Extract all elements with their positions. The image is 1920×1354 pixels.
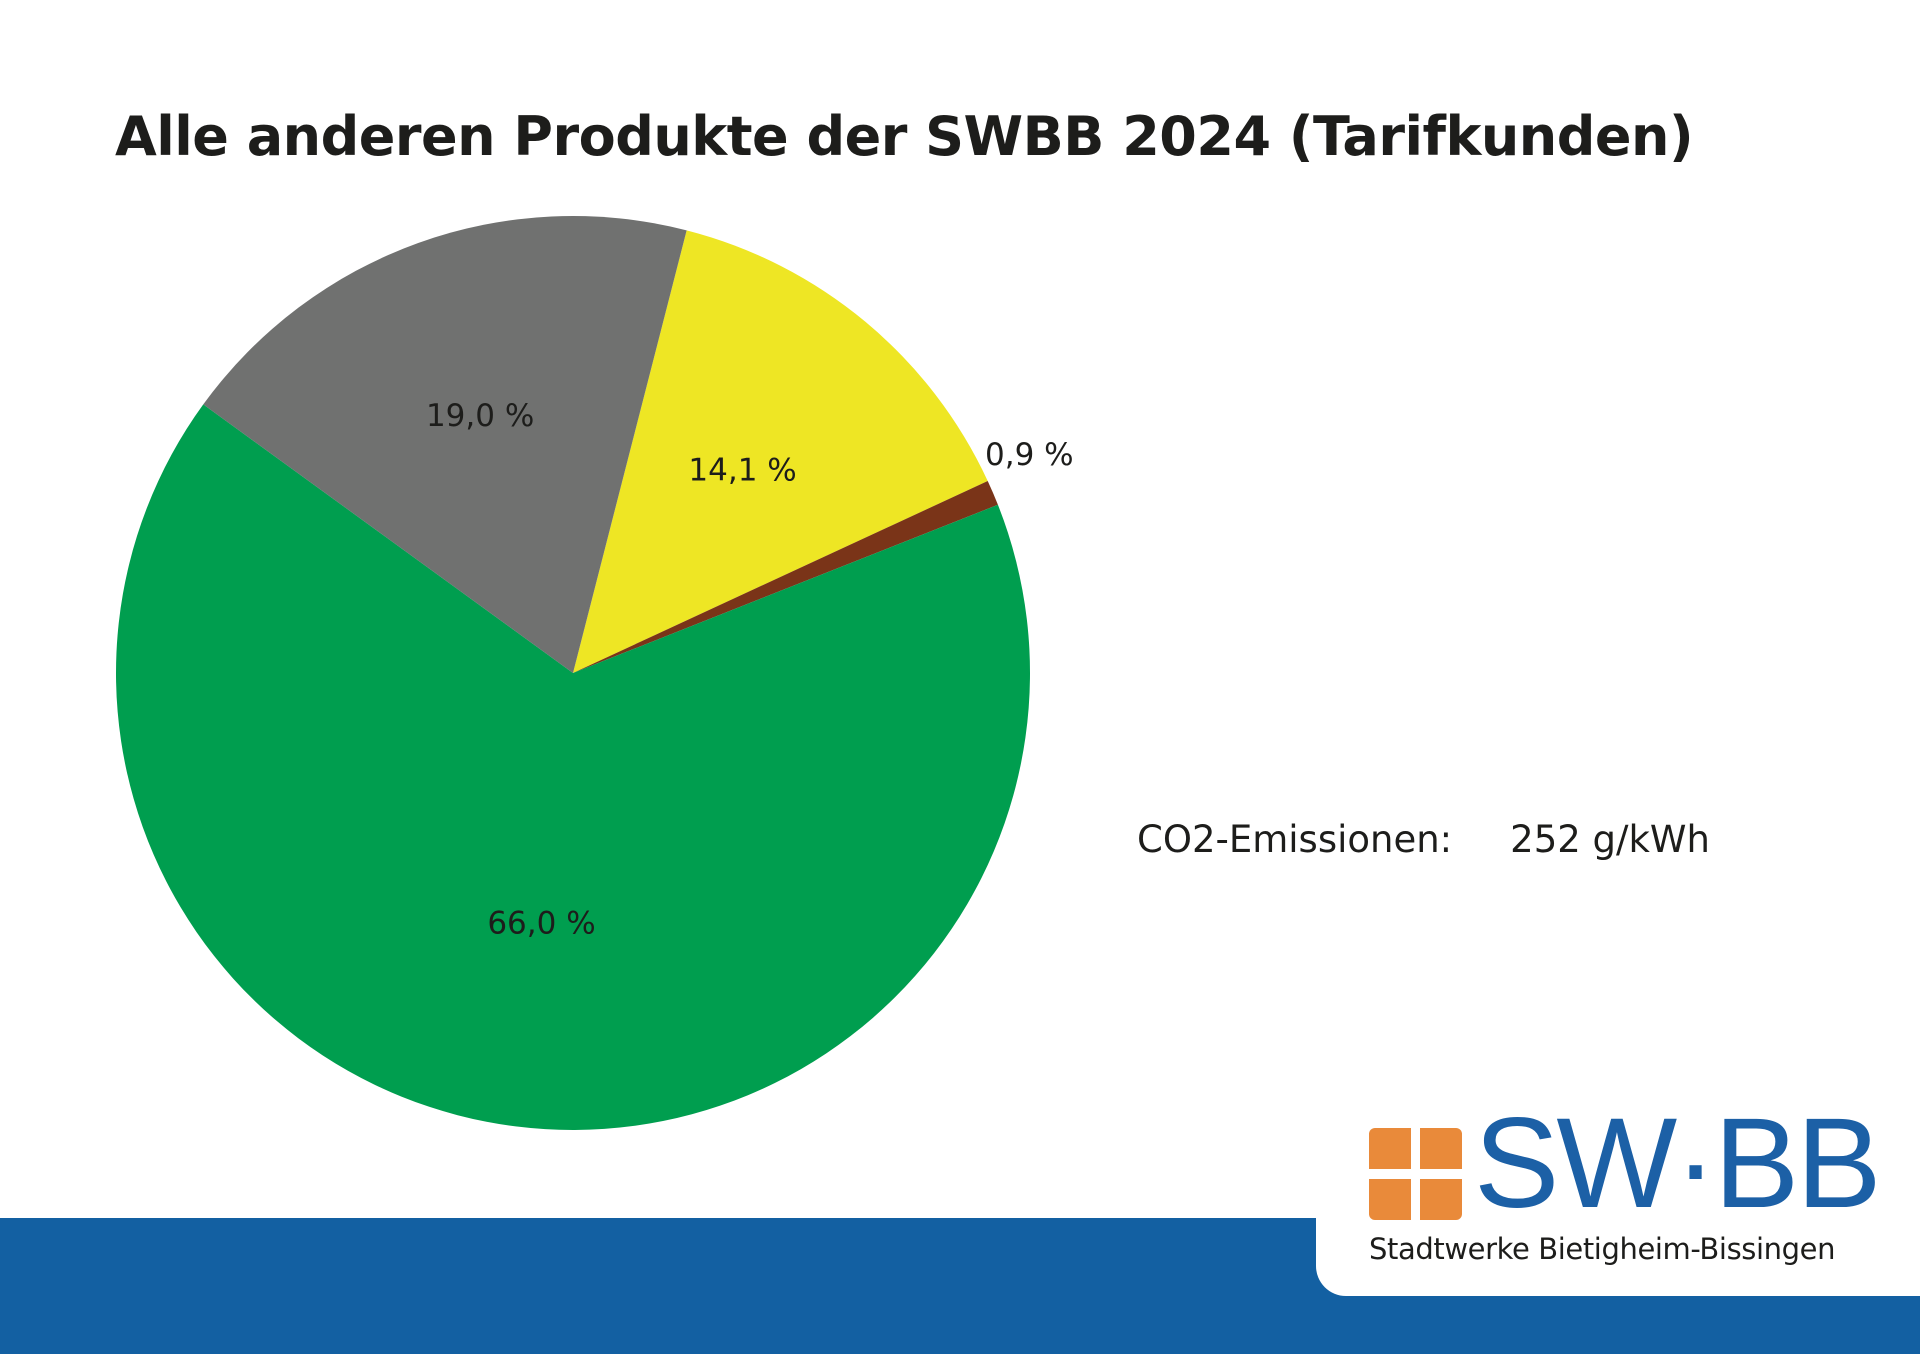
logo-subtitle: Stadtwerke Bietigheim-Bissingen bbox=[1369, 1232, 1836, 1266]
co2-emissions: CO2-Emissionen: 252 g/kWh bbox=[1137, 818, 1710, 861]
co2-emissions-label: CO2-Emissionen: bbox=[1137, 818, 1453, 861]
pie-slice-label-3: 19,0 % bbox=[426, 398, 534, 434]
logo-wordmark: SW·BB bbox=[1474, 1092, 1882, 1235]
pie-slice-3 bbox=[203, 215, 687, 673]
pie-slice-label-2: 66,0 % bbox=[487, 905, 595, 941]
chart-title: Alle anderen Produkte der SWBB 2024 (Tar… bbox=[115, 105, 1694, 168]
logo-panel bbox=[1316, 1080, 1920, 1296]
pie-slice-1 bbox=[573, 481, 998, 673]
pie-slice-label-1: 0,9 % bbox=[985, 437, 1074, 473]
pie-slice-label-0: 14,1 % bbox=[688, 452, 796, 488]
logo-squares-icon bbox=[1369, 1128, 1462, 1220]
pie-slice-0 bbox=[573, 230, 988, 674]
pie-slice-2 bbox=[116, 404, 1030, 1130]
co2-emissions-value: 252 g/kWh bbox=[1510, 818, 1710, 861]
